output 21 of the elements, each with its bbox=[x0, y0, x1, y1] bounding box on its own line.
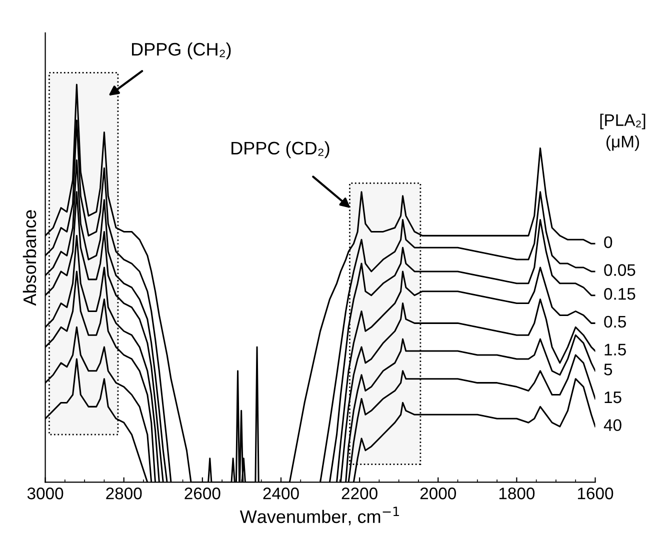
legend-title: [PLA₂] (μM) bbox=[600, 114, 646, 151]
series-label: 0 bbox=[604, 236, 612, 248]
x-tick-label: 1800 bbox=[499, 488, 535, 500]
series-label: 0.15 bbox=[604, 288, 636, 300]
series-label: 15 bbox=[604, 392, 622, 404]
series-label: 5 bbox=[604, 364, 612, 376]
series-label: 0.05 bbox=[604, 264, 636, 276]
y-axis-title: Absorbance bbox=[22, 210, 36, 306]
series-label: 0.5 bbox=[604, 316, 626, 328]
x-tick-label: 2200 bbox=[342, 488, 378, 500]
x-tick-label: 1600 bbox=[578, 488, 614, 500]
series-label: 1.5 bbox=[604, 344, 626, 356]
series-label: 40 bbox=[604, 419, 622, 432]
annotation: DPPC (CD₂) bbox=[232, 141, 330, 158]
x-tick-label: 2600 bbox=[184, 488, 220, 500]
x-tick-label: 2000 bbox=[420, 488, 456, 500]
x-tick-label: 3000 bbox=[27, 488, 64, 500]
x-axis-title: Wavenumber, cm$^{−1}$ bbox=[240, 506, 399, 526]
text: DPPG (CH₂) bbox=[132, 42, 231, 60]
x-tick-label: 2800 bbox=[106, 488, 142, 500]
x-tick-label: 2400 bbox=[263, 488, 299, 500]
